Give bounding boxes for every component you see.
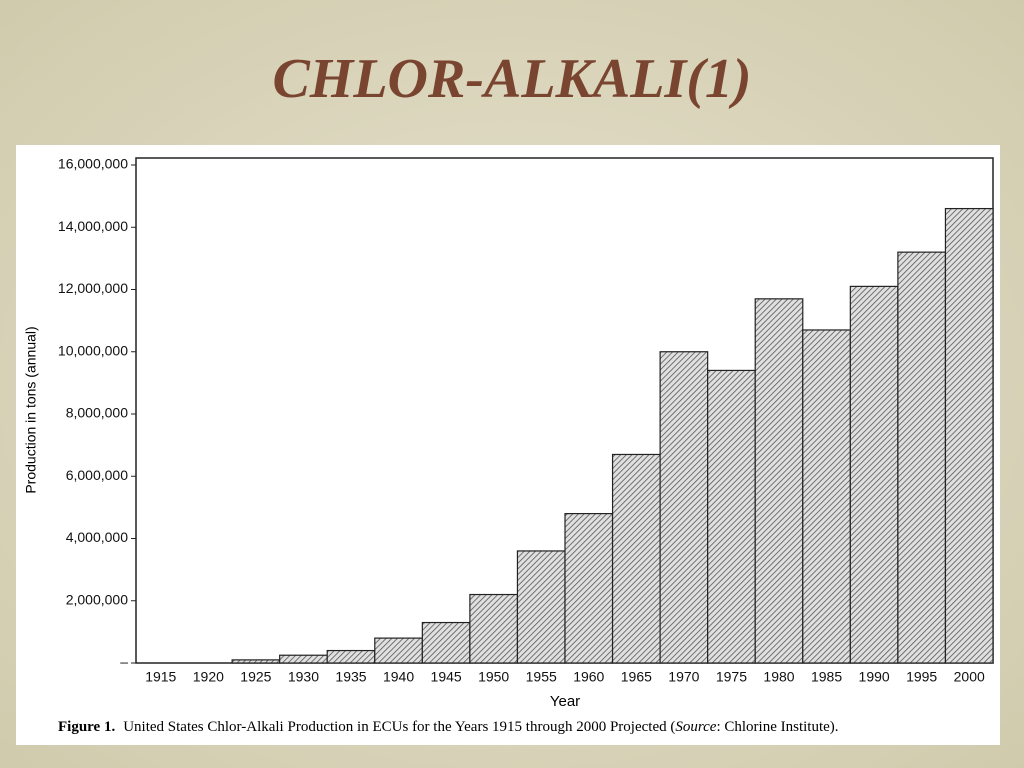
x-tick-label: 1960 [573,669,604,685]
x-tick-label: 1985 [811,669,842,685]
bar [421,621,471,664]
x-tick-label: 1920 [193,669,224,685]
x-tick-label: 1915 [145,669,176,685]
y-tick-label: 6,000,000 [66,467,128,483]
y-tick-label: 10,000,000 [58,342,128,358]
x-tick-label: 1940 [383,669,414,685]
y-tick-label: 4,000,000 [66,529,128,545]
bar [326,649,376,664]
bar [659,351,709,664]
slide-title: CHLOR-ALKALI(1) [272,48,751,110]
x-tick-label: 1935 [335,669,366,685]
x-tick-label: 1950 [478,669,509,685]
x-tick-label: 2000 [954,669,985,685]
bar [897,251,947,664]
y-tick-label: 16,000,000 [58,156,128,172]
bar [944,207,994,664]
x-tick-label: 1965 [621,669,652,685]
y-tick-label: 12,000,000 [58,280,128,296]
y-tick-label: 14,000,000 [58,218,128,234]
bar [611,453,661,664]
y-axis-label: Production in tons (annual) [23,326,39,493]
bar [231,659,281,664]
x-tick-label: 1995 [906,669,937,685]
caption: Figure 1. United States Chlor-Alkali Prod… [58,719,839,735]
bar [802,329,851,664]
x-tick-label: 1930 [288,669,319,685]
bar [516,550,566,664]
y-tick-label: 2,000,000 [66,591,128,607]
bar [849,285,899,664]
caption-text: : Chlorine Institute). [716,719,838,735]
x-tick-label: 1970 [668,669,699,685]
x-tick-label: 1990 [859,669,890,685]
x-tick-label: 1980 [763,669,794,685]
caption-source: Source [675,719,716,735]
x-tick-label: 1925 [240,669,271,685]
bar [469,593,519,664]
bar [374,637,423,664]
y-tick-label: 8,000,000 [66,405,128,421]
bar [707,369,756,664]
y-tick-label: – [120,654,128,670]
x-axis-label: Year [550,693,580,710]
x-tick-label: 1975 [716,669,747,685]
caption-label: Figure 1. [58,719,115,735]
x-tick-label: 1955 [526,669,557,685]
bar [564,512,614,664]
bar [754,298,804,664]
caption-text: United States Chlor-Alkali Production in… [123,719,675,735]
x-tick-label: 1945 [431,669,462,685]
bar [279,654,328,664]
